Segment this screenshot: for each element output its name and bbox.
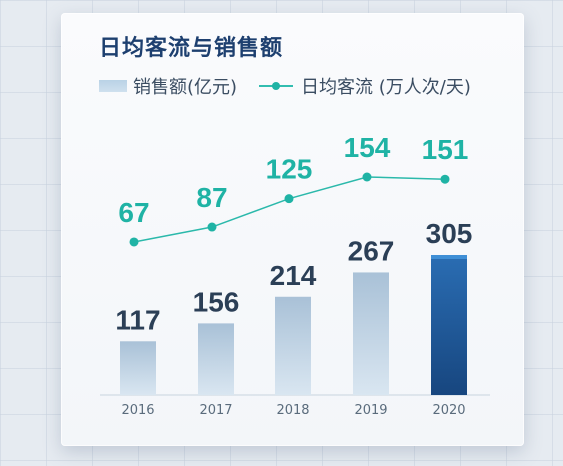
x-tick-label-2017: 2017	[199, 403, 232, 418]
line-point-2020	[440, 174, 450, 184]
bar-2020	[431, 255, 467, 395]
bar-value-label-2016: 117	[115, 304, 160, 335]
legend-bar-swatch	[99, 80, 127, 92]
chart-title: 日均客流与销售额	[99, 36, 284, 61]
line-value-label-2019: 154	[344, 132, 391, 163]
bar-value-label-2019: 267	[348, 235, 395, 266]
bar-value-label-2020: 305	[426, 218, 473, 249]
x-tick-label-2018: 2018	[276, 403, 309, 418]
line-point-2018	[284, 194, 294, 204]
bar-value-label-2017: 156	[193, 286, 240, 317]
line-series-passenger-flow	[133, 176, 446, 243]
bar-2018	[275, 296, 311, 395]
chart-legend: 销售额(亿元) 日均客流 (万人次/天)	[99, 74, 493, 98]
legend-line-label: 日均客流 (万人次/天)	[301, 77, 471, 98]
line-point-2016	[129, 237, 139, 247]
line-value-label-2018: 125	[266, 154, 313, 185]
line-value-label-2020: 151	[422, 134, 469, 165]
bar-2019	[353, 272, 389, 395]
legend-line-swatch	[259, 80, 294, 92]
line-point-2017	[207, 222, 217, 232]
bar-value-label-2018: 214	[270, 260, 317, 291]
legend-bar-label: 销售额(亿元)	[133, 77, 238, 98]
line-value-label-2017: 87	[196, 182, 227, 213]
x-tick-label-2020: 2020	[432, 403, 465, 418]
line-point-2019	[362, 172, 372, 182]
x-tick-label-2016: 2016	[121, 403, 154, 418]
bar-2016	[120, 341, 156, 395]
bar-2017	[198, 323, 234, 395]
bar-highlight-cap	[431, 255, 467, 259]
x-tick-label-2019: 2019	[354, 403, 387, 418]
line-value-label-2016: 67	[118, 197, 149, 228]
